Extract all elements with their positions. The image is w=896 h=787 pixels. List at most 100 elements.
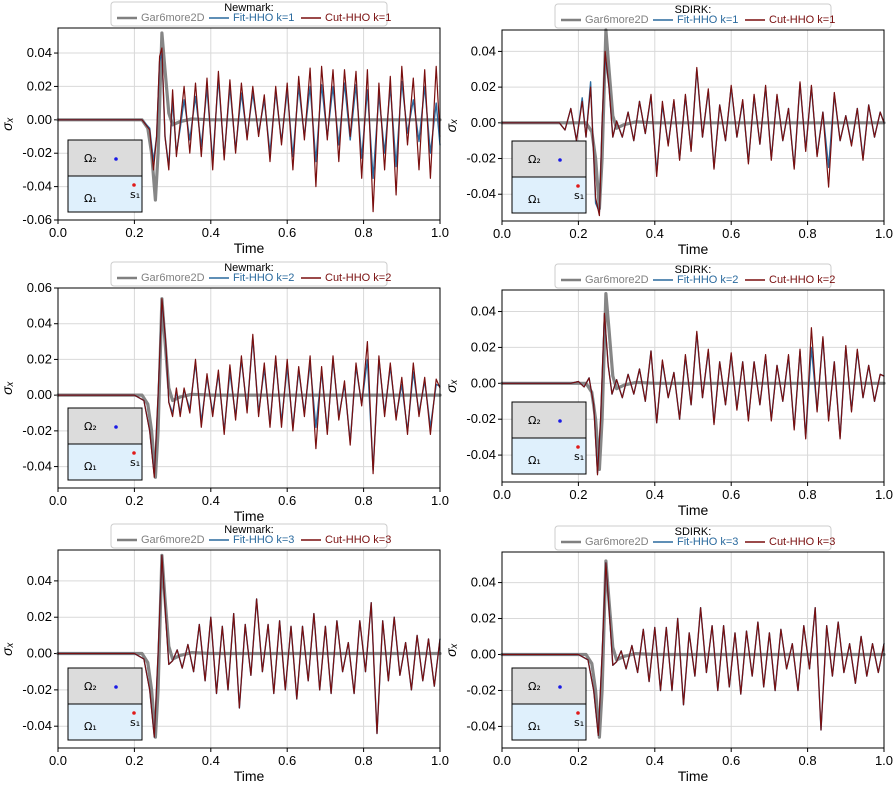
x-axis-label: Time: [234, 768, 265, 784]
legend-entry: Cut-HHO k=2: [769, 274, 835, 286]
y-tick-label: -0.02: [466, 151, 496, 166]
y-tick-label: 0.04: [27, 316, 52, 331]
y-tick-label: 0.00: [27, 112, 52, 127]
domain-inset: Ω₂ Ω₁ s₁: [67, 667, 143, 741]
x-tick-label: 0.0: [49, 225, 67, 240]
legend-entry: Fit-HHO k=2: [677, 274, 738, 286]
y-axis-label: σₓ: [443, 119, 459, 133]
series-line-gar6more2d: [500, 559, 886, 739]
series-line-cut-hho-k-3: [501, 562, 885, 737]
plot-frame: [57, 27, 441, 221]
y-tick-label: 0.02: [471, 339, 496, 354]
sensor-point-omega2: [558, 419, 562, 423]
y-axis-label: σₓ: [0, 642, 15, 656]
y-axis-label: σₓ: [0, 117, 15, 131]
sensor-point-omega2: [114, 157, 118, 161]
legend-entry: Gar6more2D: [585, 14, 649, 26]
domain-inset: Ω₂ Ω₁ s₁: [511, 140, 587, 214]
y-tick-label: 0.04: [27, 45, 52, 60]
y-tick-label: -0.02: [22, 423, 52, 438]
x-tick-label: 0.2: [569, 753, 587, 768]
x-axis-label: Time: [678, 241, 709, 257]
x-tick-label: 0.0: [493, 753, 511, 768]
x-tick-label: 1.0: [431, 753, 449, 768]
sensor-point-omega2: [558, 158, 562, 162]
x-tick-label: 0.2: [125, 753, 143, 768]
inset-frame: [67, 667, 143, 741]
x-tick-label: 0.6: [722, 753, 740, 768]
sensor-point-omega2: [114, 685, 118, 689]
y-tick-label: 0.04: [471, 304, 496, 319]
domain-inset: Ω₂ Ω₁ s₁: [511, 667, 587, 741]
sensor-point-s1: [132, 451, 136, 455]
y-tick-label: -0.04: [466, 718, 496, 733]
series-line-cut-hho-k-1: [501, 50, 885, 217]
omega2-region: [512, 668, 586, 704]
y-tick-label: 0.00: [471, 646, 496, 661]
y-tick-label: -0.04: [22, 459, 52, 474]
x-tick-label: 0.4: [202, 225, 220, 240]
s1-label: s₁: [574, 450, 584, 463]
y-tick-label: 0.06: [27, 280, 52, 295]
x-tick-label: 1.0: [875, 753, 893, 768]
x-tick-label: 1.0: [875, 226, 893, 241]
y-axis-label: σₓ: [443, 379, 459, 393]
s1-label: s₁: [574, 189, 584, 202]
inset-frame: [511, 667, 587, 741]
omega2-label: Ω₂: [528, 414, 541, 427]
y-tick-label: 0.04: [471, 43, 496, 58]
x-tick-label: 1.0: [431, 225, 449, 240]
x-tick-label: 0.0: [493, 226, 511, 241]
y-tick-label: 0.00: [27, 387, 52, 402]
x-tick-label: 1.0: [875, 487, 893, 502]
x-tick-label: 0.4: [646, 226, 664, 241]
plot-frame: [57, 549, 441, 749]
omega1-region: [512, 177, 586, 213]
legend-entry: Gar6more2D: [585, 536, 649, 548]
series-line-cut-hho-k-1: [57, 47, 441, 213]
y-tick-label: 0.02: [27, 351, 52, 366]
sensor-point-omega2: [558, 685, 562, 689]
y-tick-label: -0.02: [22, 682, 52, 697]
omega2-label: Ω₂: [84, 420, 97, 433]
legend: Newmark: Gar6more2D Fit-HHO k=2 Cut-HHO k=2: [110, 261, 391, 287]
omega1-region: [68, 176, 142, 212]
omega1-label: Ω₁: [528, 720, 541, 733]
x-tick-label: 0.4: [646, 487, 664, 502]
legend-entry: Cut-HHO k=2: [325, 272, 391, 284]
legend-entry: Fit-HHO k=1: [677, 14, 738, 26]
omega1-label: Ω₁: [528, 454, 541, 467]
omega1-region: [512, 438, 586, 474]
y-tick-label: 0.00: [471, 115, 496, 130]
legend-entry: Gar6more2D: [141, 272, 205, 284]
plot-frame: [501, 551, 885, 749]
x-tick-label: 0.6: [278, 493, 296, 508]
x-tick-label: 0.8: [355, 753, 373, 768]
x-tick-label: 0.8: [355, 493, 373, 508]
sensor-point-omega2: [114, 425, 118, 429]
x-axis-label: Time: [234, 240, 265, 256]
chart-panel-sdirk-k1: 0.0 0.2 0.4 0.6 0.8 1.0 -0.04 -0.02 0.00 0.02 0.04…: [443, 3, 893, 257]
y-tick-label: -0.04: [466, 186, 496, 201]
plot-frame: [501, 29, 885, 222]
x-tick-label: 1.0: [431, 493, 449, 508]
omega1-region: [68, 704, 142, 740]
x-tick-label: 0.8: [799, 226, 817, 241]
x-tick-label: 0.8: [799, 753, 817, 768]
s1-label: s₁: [130, 456, 140, 469]
x-tick-label: 0.0: [49, 493, 67, 508]
series-line-cut-hho-k-3: [57, 554, 441, 738]
y-tick-label: 0.00: [471, 375, 496, 390]
plot-frame: [57, 287, 441, 489]
legend: Newmark: Gar6more2D Fit-HHO k=3 Cut-HHO k=3: [110, 523, 391, 549]
legend-entry: Cut-HHO k=3: [325, 534, 391, 546]
y-tick-label: -0.02: [22, 145, 52, 160]
x-tick-label: 0.6: [278, 225, 296, 240]
omega1-region: [512, 704, 586, 740]
legend-title: SDIRK:: [675, 526, 712, 538]
inset-frame: [511, 401, 587, 475]
y-tick-label: 0.00: [27, 646, 52, 661]
legend-box: [554, 525, 832, 551]
x-tick-label: 0.2: [125, 493, 143, 508]
